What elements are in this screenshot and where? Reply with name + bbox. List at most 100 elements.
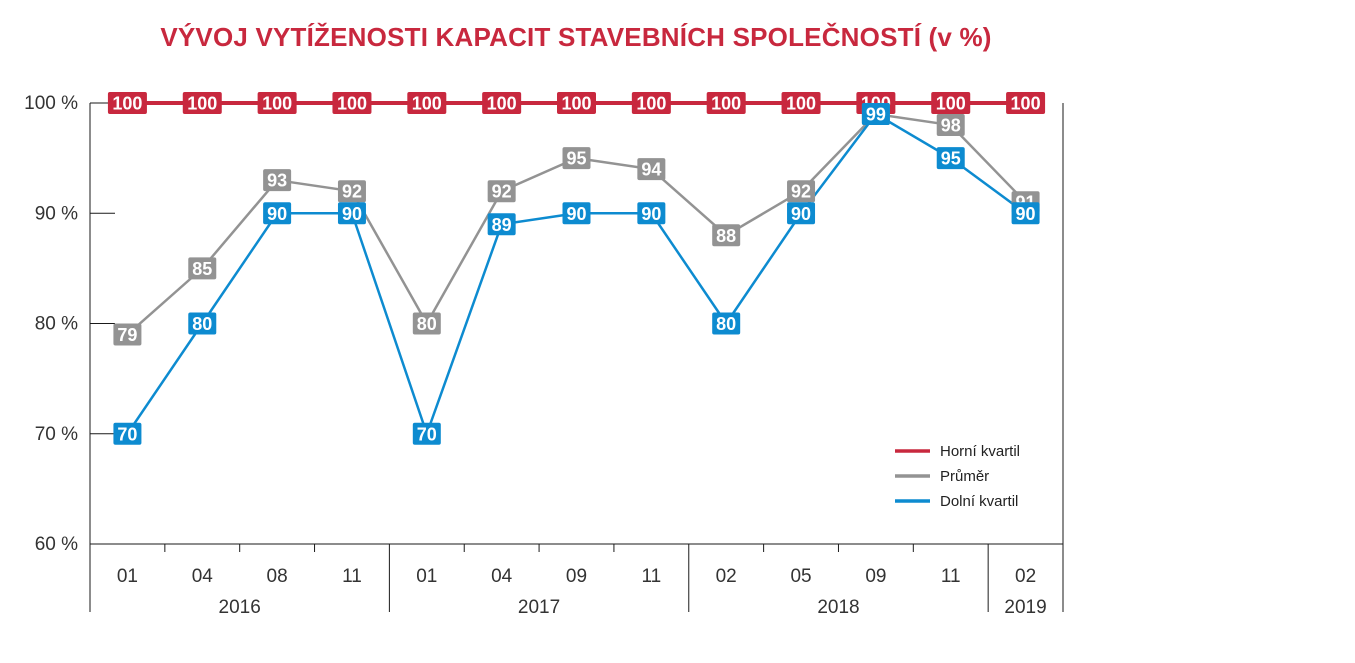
data-label-box xyxy=(188,257,217,280)
series-line-2 xyxy=(126,112,1027,336)
data-label-box xyxy=(407,92,447,114)
x-tick-label: 11 xyxy=(641,566,661,587)
data-label: 100 xyxy=(112,94,142,114)
data-label: 100 xyxy=(636,94,666,114)
data-label-box xyxy=(706,92,746,114)
data-label-box xyxy=(487,180,516,203)
data-labels: 1001001001001001001001001001001001001007… xyxy=(107,92,1046,445)
y-tick-label: 100 % xyxy=(24,93,78,114)
data-label: 80 xyxy=(192,314,212,334)
data-label-box xyxy=(107,92,147,114)
data-label: 90 xyxy=(641,204,661,224)
data-label: 80 xyxy=(716,314,736,334)
data-label: 88 xyxy=(716,226,736,246)
data-label-box xyxy=(787,202,816,225)
y-tick-label: 70 % xyxy=(35,424,78,445)
legend: Horní kvartil Průměr Dolní kvartil xyxy=(895,443,1020,510)
data-label: 100 xyxy=(786,94,816,114)
x-tick-label: 01 xyxy=(117,566,138,587)
y-tick-label: 60 % xyxy=(35,534,78,555)
data-label: 99 xyxy=(866,105,886,125)
data-label-box xyxy=(936,114,965,137)
data-label: 90 xyxy=(267,204,287,224)
data-label: 94 xyxy=(641,160,661,180)
data-label: 80 xyxy=(417,314,437,334)
data-label: 100 xyxy=(337,94,367,114)
data-label: 90 xyxy=(1016,204,1036,224)
data-label: 93 xyxy=(267,171,287,191)
data-label-box xyxy=(631,92,671,114)
data-label: 100 xyxy=(412,94,442,114)
data-label-box xyxy=(263,202,292,225)
data-label: 100 xyxy=(1011,94,1041,114)
data-label-box xyxy=(861,103,890,126)
data-label-box xyxy=(562,202,591,225)
data-label-box xyxy=(257,92,297,114)
data-label-box xyxy=(712,312,741,335)
year-label: 2016 xyxy=(219,597,261,618)
data-label: 100 xyxy=(711,94,741,114)
data-label: 92 xyxy=(492,182,512,202)
data-label-box xyxy=(637,202,666,225)
data-label-box xyxy=(487,213,516,236)
year-label: 2019 xyxy=(1004,597,1046,618)
data-label: 70 xyxy=(117,424,137,444)
data-label: 95 xyxy=(941,149,961,169)
data-label: 100 xyxy=(936,94,966,114)
legend-label: Průměr xyxy=(940,468,989,485)
chart-axes: 60 % 70 % 80 % 90 % 100 % 01 04 08 11 01 04 09 11 02 0… xyxy=(24,93,1064,618)
x-tick-label: 02 xyxy=(716,566,737,587)
x-tick-label: 11 xyxy=(941,566,961,587)
data-label: 79 xyxy=(117,325,137,345)
data-label: 100 xyxy=(262,94,292,114)
data-label-box xyxy=(936,147,965,170)
data-label: 90 xyxy=(566,204,586,224)
x-tick-label: 09 xyxy=(865,566,886,587)
data-label-box xyxy=(787,180,816,203)
data-label-box xyxy=(332,92,372,114)
data-label-box xyxy=(557,92,596,114)
x-tick-label: 11 xyxy=(342,566,362,587)
data-label-box xyxy=(182,92,222,114)
data-label-box xyxy=(263,169,292,192)
data-label-box xyxy=(482,92,522,114)
data-label-box xyxy=(412,312,441,335)
data-label: 95 xyxy=(566,149,586,169)
year-label: 2018 xyxy=(817,597,859,618)
data-label: 70 xyxy=(417,424,437,444)
x-tick-label: 05 xyxy=(790,566,811,587)
data-label-box xyxy=(712,224,741,247)
legend-label: Horní kvartil xyxy=(940,443,1020,460)
x-tick-label: 02 xyxy=(1015,566,1036,587)
data-label: 92 xyxy=(791,182,811,202)
data-label: 100 xyxy=(487,94,517,114)
year-label: 2017 xyxy=(518,597,560,618)
data-label: 89 xyxy=(492,215,512,235)
data-label: 100 xyxy=(561,94,591,114)
data-label-box xyxy=(337,180,366,203)
x-tick-label: 04 xyxy=(192,566,214,587)
data-label-box xyxy=(113,422,142,445)
data-label-box xyxy=(188,312,217,335)
data-label-box xyxy=(337,202,366,225)
data-label-box xyxy=(412,422,441,445)
data-label: 90 xyxy=(342,204,362,224)
data-label-box xyxy=(781,92,821,114)
data-label: 90 xyxy=(791,204,811,224)
data-label-box xyxy=(637,158,666,181)
data-label: 85 xyxy=(192,259,212,279)
data-label: 98 xyxy=(941,116,961,136)
x-tick-label: 04 xyxy=(491,566,513,587)
data-label-box xyxy=(1011,202,1040,225)
data-label: 92 xyxy=(342,182,362,202)
y-tick-label: 90 % xyxy=(35,203,78,224)
data-label-box xyxy=(1006,92,1046,114)
legend-label: Dolní kvartil xyxy=(940,493,1018,510)
data-label-box xyxy=(113,323,142,346)
data-label: 100 xyxy=(187,94,217,114)
x-tick-label: 01 xyxy=(416,566,437,587)
data-label-box xyxy=(562,147,591,170)
x-tick-label: 08 xyxy=(267,566,288,587)
chart-title: VÝVOJ VYTÍŽENOSTI KAPACIT STAVEBNÍCH SPO… xyxy=(160,22,992,52)
